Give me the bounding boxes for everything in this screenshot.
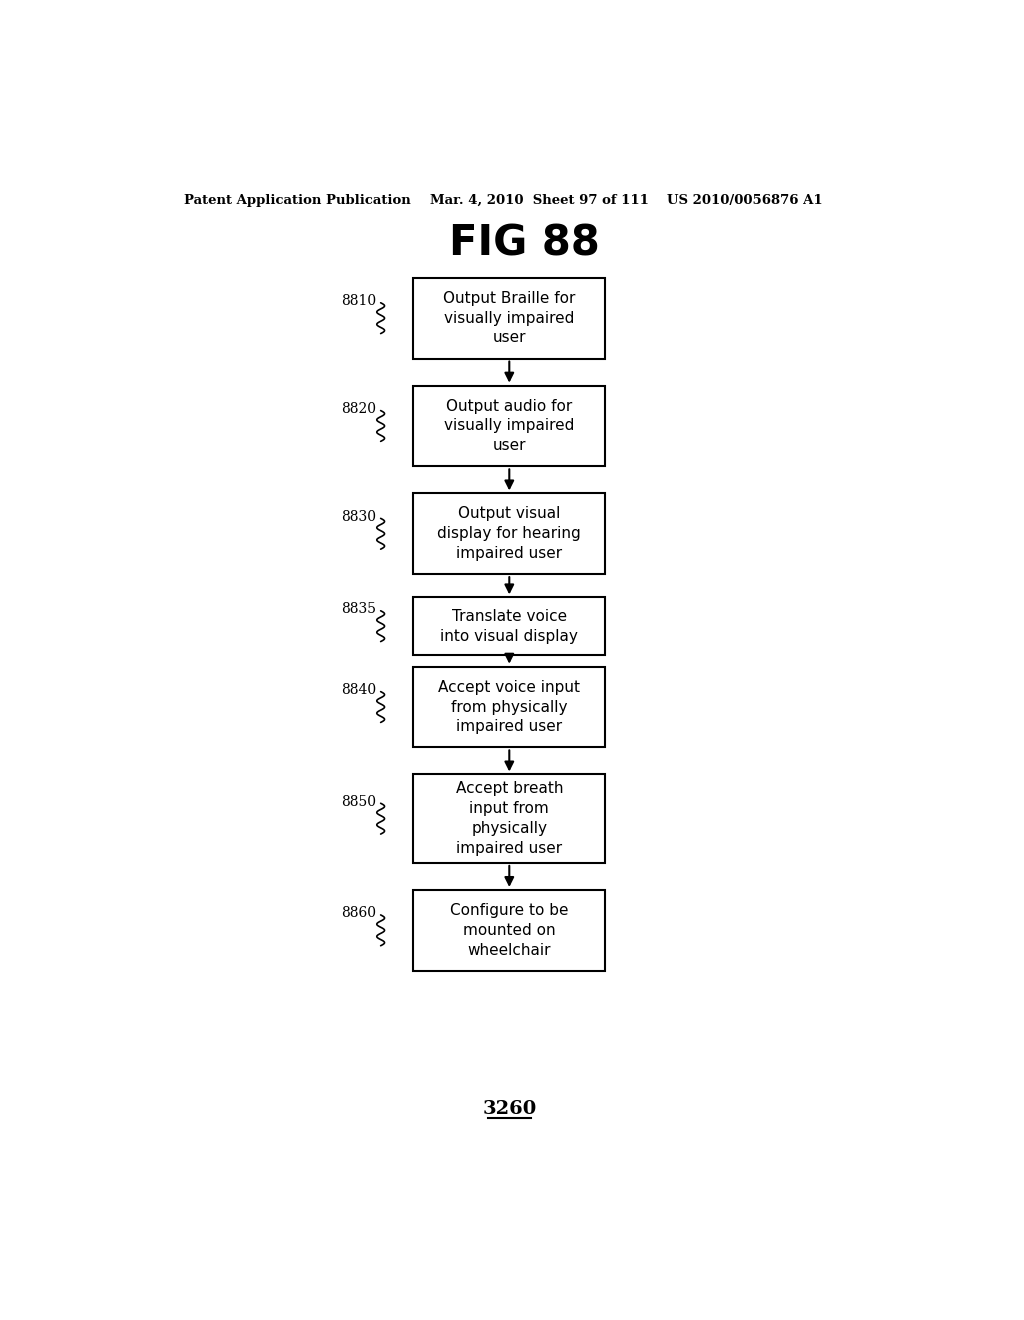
FancyBboxPatch shape [414, 277, 605, 359]
Text: Accept voice input
from physically
impaired user: Accept voice input from physically impai… [438, 680, 581, 734]
Text: Accept breath
input from
physically
impaired user: Accept breath input from physically impa… [456, 781, 563, 855]
Text: Output audio for
visually impaired
user: Output audio for visually impaired user [444, 399, 574, 453]
Text: 8810: 8810 [341, 294, 376, 309]
FancyBboxPatch shape [414, 775, 605, 863]
FancyBboxPatch shape [414, 385, 605, 466]
Text: Configure to be
mounted on
wheelchair: Configure to be mounted on wheelchair [451, 903, 568, 957]
Text: Mar. 4, 2010  Sheet 97 of 111: Mar. 4, 2010 Sheet 97 of 111 [430, 194, 649, 207]
Text: FIG 88: FIG 88 [450, 222, 600, 264]
Text: 8820: 8820 [341, 403, 376, 416]
Text: 3260: 3260 [482, 1101, 537, 1118]
Text: US 2010/0056876 A1: US 2010/0056876 A1 [667, 194, 822, 207]
Text: 8840: 8840 [341, 682, 376, 697]
Text: 8830: 8830 [341, 510, 376, 524]
Text: 8860: 8860 [341, 907, 376, 920]
Text: 8850: 8850 [341, 795, 376, 809]
Text: Patent Application Publication: Patent Application Publication [183, 194, 411, 207]
Text: 8835: 8835 [341, 602, 376, 616]
Text: Translate voice
into visual display: Translate voice into visual display [440, 609, 579, 644]
Text: Output visual
display for hearing
impaired user: Output visual display for hearing impair… [437, 507, 582, 561]
Text: Output Braille for
visually impaired
user: Output Braille for visually impaired use… [443, 290, 575, 346]
FancyBboxPatch shape [414, 667, 605, 747]
FancyBboxPatch shape [414, 494, 605, 574]
FancyBboxPatch shape [414, 598, 605, 655]
FancyBboxPatch shape [414, 890, 605, 970]
